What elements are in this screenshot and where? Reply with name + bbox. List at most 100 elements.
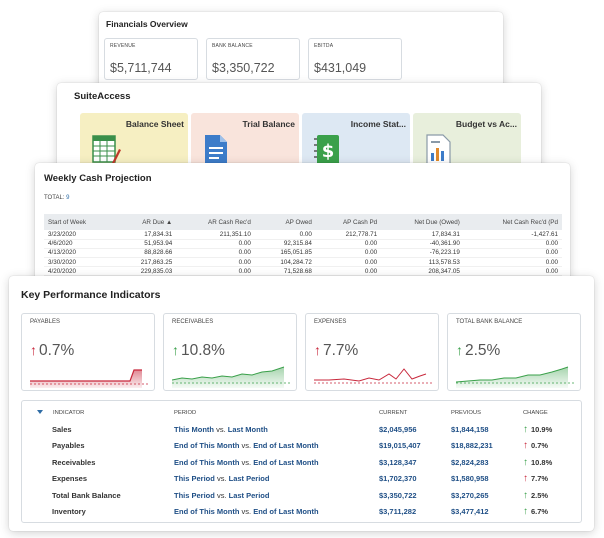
table-cell: 211,351.10 bbox=[176, 230, 255, 240]
col-ap-owed[interactable]: AP Owed bbox=[285, 218, 312, 226]
period-current-link[interactable]: End of This Month bbox=[174, 507, 240, 517]
ebitda-tile[interactable]: EBITDA $431,049 bbox=[308, 38, 402, 80]
period-vs: vs. bbox=[216, 490, 227, 500]
change-value: 0.7% bbox=[531, 441, 549, 451]
bank-balance-tile[interactable]: BANK BALANCE $3,350,722 bbox=[206, 38, 300, 80]
table-cell: 0.00 bbox=[463, 266, 562, 277]
kpi-card-receivables[interactable]: RECEIVABLES ↑ 10.8% bbox=[163, 313, 297, 391]
table-cell: -40,361.90 bbox=[381, 239, 464, 249]
kpi-card-value: ↑ 10.8% bbox=[172, 342, 225, 360]
previous-value[interactable]: $3,477,412 bbox=[451, 507, 489, 517]
total-count-value[interactable]: 9 bbox=[66, 195, 70, 201]
table-cell: 0.00 bbox=[176, 257, 255, 268]
table-cell: -76,223.19 bbox=[381, 248, 464, 259]
kpi-card-percent: 2.5% bbox=[465, 342, 501, 359]
spreadsheet-icon bbox=[92, 135, 121, 164]
period-current-link[interactable]: This Period bbox=[174, 490, 215, 500]
period-previous-link[interactable]: End of Last Month bbox=[253, 457, 319, 467]
previous-value[interactable]: $1,844,158 bbox=[451, 424, 489, 434]
table-cell: 0.00 bbox=[315, 248, 382, 259]
table-row[interactable]: Inventory End of This Month vs. End of La… bbox=[31, 504, 571, 521]
indicator-name: Payables bbox=[52, 441, 85, 451]
table-cell: 0.00 bbox=[176, 266, 255, 277]
kpi-card-expenses[interactable]: EXPENSES ↑ 7.7% bbox=[305, 313, 439, 391]
previous-value[interactable]: $1,580,958 bbox=[451, 474, 489, 484]
period-current-link[interactable]: End of This Month bbox=[174, 457, 240, 467]
period-previous-link[interactable]: Last Period bbox=[228, 474, 270, 484]
table-cell: 0.00 bbox=[463, 248, 562, 259]
kpi-card-label: EXPENSES bbox=[314, 319, 347, 325]
kpi-card-total-bank-balance[interactable]: TOTAL BANK BALANCE ↑ 2.5% bbox=[447, 313, 581, 391]
current-value[interactable]: $3,128,347 bbox=[379, 457, 417, 467]
table-row[interactable]: 4/20/2020 229,835.03 0.00 71,528.68 0.00 208,… bbox=[44, 266, 562, 277]
period-vs: vs. bbox=[216, 424, 226, 434]
previous-value[interactable]: $18,882,231 bbox=[451, 441, 493, 451]
period-previous-link[interactable]: End of Last Month bbox=[253, 441, 319, 451]
table-row[interactable]: Expenses This Period vs. Last Period $1,70… bbox=[31, 471, 571, 488]
change-cell: ↑ 7.7% bbox=[520, 471, 571, 488]
arrow-up-icon: ↑ bbox=[523, 506, 528, 518]
arrow-up-icon: ↑ bbox=[523, 440, 528, 452]
weekly-cash-projection-portlet: Weekly Cash Projection TOTAL: 9 Start of… bbox=[35, 163, 570, 291]
period-previous-link[interactable]: Last Month bbox=[227, 424, 268, 434]
table-row[interactable]: Sales This Month vs. Last Month $2,045,956… bbox=[31, 421, 571, 438]
current-value[interactable]: $1,702,370 bbox=[379, 474, 417, 484]
kpi-table-container: INDICATOR PERIOD CURRENT PREVIOUS CHANGE… bbox=[21, 400, 582, 523]
kpi-card-label: RECEIVABLES bbox=[172, 319, 214, 325]
period-previous-link[interactable]: Last Period bbox=[228, 490, 270, 500]
shortcut-label: Balance Sheet bbox=[125, 119, 184, 129]
revenue-label: REVENUE bbox=[110, 43, 136, 49]
table-row[interactable]: 3/23/2020 17,834.31 211,351.10 0.00 212,778.… bbox=[44, 230, 562, 240]
shortcut-label: Income Stat... bbox=[350, 119, 406, 129]
current-value[interactable]: $3,350,722 bbox=[379, 490, 417, 500]
period-cell: End of This Month vs. End of Last Month bbox=[171, 504, 376, 521]
change-cell: ↑ 0.7% bbox=[520, 438, 571, 455]
period-current-link[interactable]: This Month bbox=[174, 424, 214, 434]
arrow-up-icon: ↑ bbox=[30, 342, 37, 358]
col-current[interactable]: CURRENT bbox=[379, 410, 408, 416]
col-ar-due[interactable]: AR Due ▲ bbox=[142, 218, 173, 226]
kpi-card-label: TOTAL BANK BALANCE bbox=[456, 319, 523, 325]
col-period[interactable]: PERIOD bbox=[174, 410, 197, 416]
kpi-card-value: ↑ 2.5% bbox=[456, 342, 500, 360]
table-cell: 229,835.03 bbox=[115, 266, 177, 277]
period-cell: End of This Month vs. End of Last Month bbox=[171, 454, 376, 471]
col-change[interactable]: CHANGE bbox=[523, 410, 548, 416]
period-cell: End of This Month vs. End of Last Month bbox=[171, 438, 376, 455]
table-cell: 0.00 bbox=[176, 248, 255, 259]
period-vs: vs. bbox=[241, 457, 252, 467]
col-ar-cash-recd[interactable]: AR Cash Rec'd bbox=[208, 218, 251, 226]
financials-title: Financials Overview bbox=[106, 19, 188, 29]
col-ap-cash-pd[interactable]: AP Cash Pd bbox=[342, 218, 378, 226]
kpi-card-percent: 0.7% bbox=[39, 342, 75, 359]
table-row[interactable]: Receivables End of This Month vs. End of … bbox=[31, 454, 571, 471]
current-value[interactable]: $19,015,407 bbox=[379, 441, 421, 451]
revenue-tile[interactable]: REVENUE $5,711,744 bbox=[104, 38, 198, 80]
kpi-card-label: PAYABLES bbox=[30, 319, 61, 325]
col-indicator[interactable]: INDICATOR bbox=[31, 405, 171, 421]
period-current-link[interactable]: End of This Month bbox=[174, 441, 240, 451]
col-net-due[interactable]: Net Due (Owed) bbox=[414, 218, 460, 226]
arrow-up-icon: ↑ bbox=[523, 423, 528, 435]
period-previous-link[interactable]: End of Last Month bbox=[253, 507, 319, 517]
col-previous[interactable]: PREVIOUS bbox=[451, 410, 481, 416]
arrow-up-icon: ↑ bbox=[523, 489, 528, 501]
table-row[interactable]: 4/13/2020 88,828.66 0.00 165,051.85 0.00 -76,… bbox=[44, 248, 562, 259]
report-chart-icon bbox=[426, 134, 451, 166]
previous-value[interactable]: $3,270,265 bbox=[451, 490, 489, 500]
table-row[interactable]: 3/30/2020 217,863.25 0.00 104,284.72 0.00 113… bbox=[44, 257, 562, 268]
cash-projection-table: Start of Week AR Due ▲ AR Cash Rec'd AP … bbox=[44, 214, 562, 277]
collapse-chevron-icon[interactable] bbox=[37, 410, 43, 414]
period-cell: This Period vs. Last Period bbox=[171, 487, 376, 504]
col-net-cash-recd[interactable]: Net Cash Rec'd (Pd bbox=[502, 218, 558, 226]
kpi-card-value: ↑ 7.7% bbox=[314, 342, 358, 360]
current-value[interactable]: $3,711,282 bbox=[379, 507, 417, 517]
col-start-of-week[interactable]: Start of Week bbox=[48, 218, 87, 226]
table-row[interactable]: Total Bank Balance This Period vs. Last P… bbox=[31, 487, 571, 504]
kpi-card-payables[interactable]: PAYABLES ↑ 0.7% bbox=[21, 313, 155, 391]
current-value[interactable]: $2,045,956 bbox=[379, 424, 417, 434]
previous-value[interactable]: $2,824,283 bbox=[451, 457, 489, 467]
table-row[interactable]: Payables End of This Month vs. End of Las… bbox=[31, 438, 571, 455]
table-row[interactable]: 4/6/2020 51,953.94 0.00 92,315.84 0.00 -40,36… bbox=[44, 239, 562, 249]
period-current-link[interactable]: This Period bbox=[174, 474, 215, 484]
